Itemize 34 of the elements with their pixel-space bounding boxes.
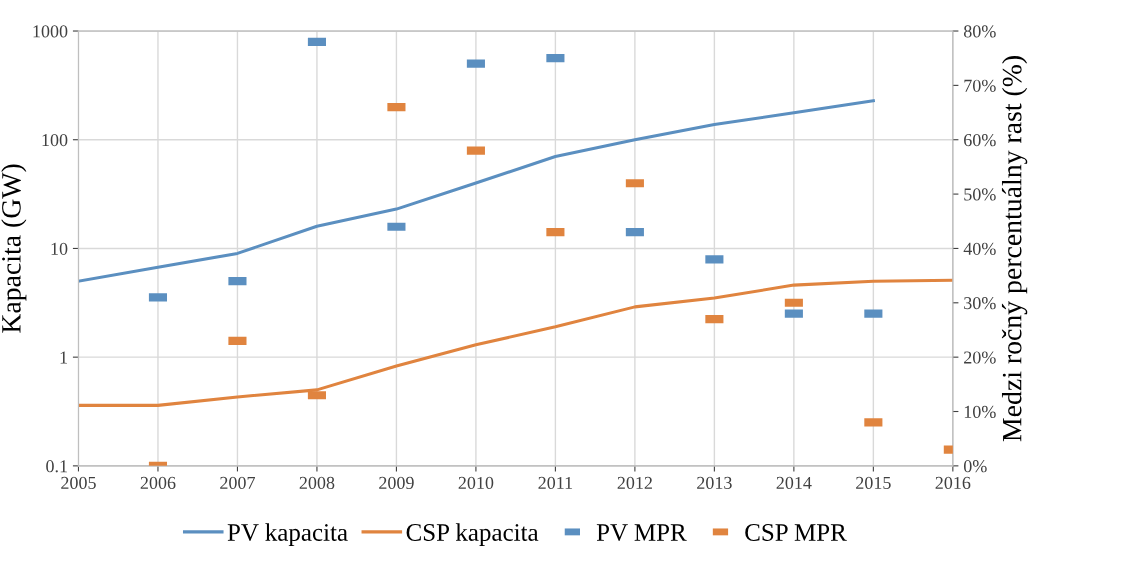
y-tick-label: 1000: [33, 25, 68, 38]
y2-tick-label: 80%: [963, 25, 996, 38]
y2-tick-label: 10%: [964, 405, 996, 419]
legend-label: CSP kapacita: [406, 523, 539, 546]
y2-tick-label: 70%: [964, 79, 996, 92]
x-tick-label: 2009: [379, 476, 414, 489]
x-tick-label: 2016: [935, 476, 971, 489]
x-tick-label: 2008: [299, 476, 335, 489]
x-tick-label: 2011: [538, 476, 573, 489]
x-tick-label: 2006: [140, 476, 176, 489]
y2-axis-title: Medzi ročný percentuálny rast (%): [1001, 56, 1028, 442]
x-tick-label: 2014: [776, 476, 812, 489]
y-axis-title: Kapacita (GW): [1, 164, 27, 333]
y2-tick-label: 40%: [963, 242, 996, 255]
y-tick-label: 1: [60, 351, 67, 364]
legend-label: PV MPR: [596, 524, 687, 542]
x-tick-label: 2013: [697, 476, 732, 489]
x-tick-label: 2015: [856, 476, 891, 489]
y-tick-label: 100: [42, 133, 68, 147]
y-tick-label: 0.1: [46, 460, 67, 473]
y2-tick-label: 20%: [964, 351, 996, 364]
x-tick-label: 2007: [220, 476, 255, 489]
y2-tick-label: 0%: [963, 460, 987, 473]
y-tick-label: 10: [51, 242, 68, 255]
line-series: [78, 99, 875, 283]
line-series: [78, 278, 953, 407]
legend-label: CSP MPR: [745, 524, 847, 541]
x-tick-label: 2005: [61, 476, 96, 489]
y2-tick-label: 50%: [964, 188, 996, 201]
y2-tick-label: 30%: [964, 297, 996, 310]
x-tick-label: 2010: [458, 476, 494, 489]
y2-tick-label: 60%: [964, 133, 996, 147]
x-tick-label: 2012: [617, 476, 652, 489]
legend-label: PV kapacita: [227, 523, 348, 546]
